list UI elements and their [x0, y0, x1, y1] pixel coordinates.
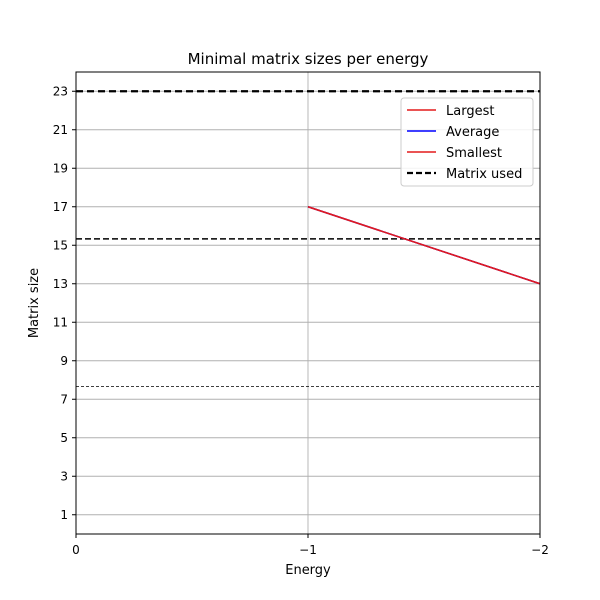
series-line-smallest — [307, 206, 541, 285]
legend: Largest Average Smallest Matrix used — [400, 97, 534, 187]
legend-label: Largest — [446, 104, 494, 119]
y-tick-label: 1 — [60, 508, 68, 522]
y-tick-label: 13 — [53, 277, 68, 291]
legend-label: Matrix used — [446, 167, 522, 182]
y-tick-label: 19 — [53, 161, 68, 175]
series-lines — [307, 206, 541, 285]
y-tick-label: 15 — [53, 238, 68, 252]
y-tick-label: 5 — [60, 431, 68, 445]
chart-title: Minimal matrix sizes per energy — [188, 50, 429, 68]
y-tick-label: 9 — [60, 354, 68, 368]
y-tick-label: 17 — [53, 200, 68, 214]
legend-box — [400, 97, 534, 187]
x-tick-label: −1 — [299, 543, 317, 557]
x-tick-label: −2 — [531, 543, 549, 557]
x-axis-ticks: 0 −1 −2 — [72, 534, 549, 557]
legend-label: Smallest — [446, 146, 502, 161]
y-axis-label: Matrix size — [27, 268, 42, 338]
x-tick-label: 0 — [72, 543, 80, 557]
legend-label: Average — [446, 125, 499, 140]
y-tick-label: 23 — [53, 84, 68, 98]
x-axis-label: Energy — [285, 563, 331, 578]
y-tick-label: 21 — [53, 123, 68, 137]
y-tick-label: 11 — [53, 315, 68, 329]
y-tick-label: 3 — [60, 469, 68, 483]
y-tick-label: 7 — [60, 392, 68, 406]
reference-lines — [76, 90, 540, 387]
